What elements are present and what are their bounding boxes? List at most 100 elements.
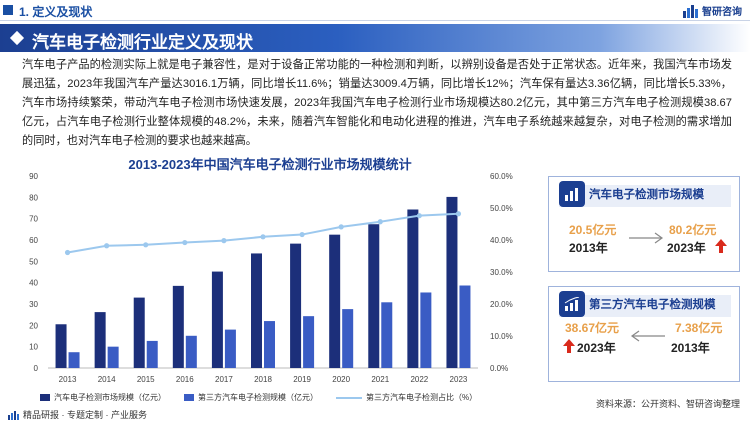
footer-tagline-text: 精品研报 · 专题定制 · 产业服务	[23, 410, 147, 420]
panel-title: 汽车电子检测市场规模	[589, 189, 704, 201]
legend-label-market: 汽车电子检测市场规模（亿元）	[54, 393, 166, 402]
y-right-tick-label: 0.0%	[490, 364, 508, 373]
x-tick-label: 2021	[371, 375, 389, 384]
bar-market-size	[55, 324, 67, 368]
legend-line-share	[336, 396, 362, 399]
line-point-share	[182, 239, 188, 246]
x-tick-label: 2013	[59, 375, 77, 384]
line-point-share	[260, 234, 266, 240]
line-point-share	[338, 224, 344, 230]
legend-item-third: 第三方汽车电子检测规模（亿元）	[184, 392, 318, 403]
legend-swatch-third	[184, 394, 194, 401]
chart-title: 2013-2023年中国汽车电子检测行业市场规模统计	[128, 157, 412, 172]
title-banner: 汽车电子检测行业定义及现状	[0, 24, 750, 52]
x-tick-label: 2015	[137, 375, 155, 384]
bar-market-size	[251, 253, 262, 368]
logo-text: 智研咨询	[702, 7, 742, 18]
up-arrow-icon	[715, 239, 727, 253]
bar-third-party	[459, 285, 471, 368]
y-left-tick-label: 90	[29, 172, 38, 181]
bar-market-size	[94, 312, 106, 368]
bar-market-size	[211, 271, 223, 368]
bar-market-size	[290, 243, 302, 368]
x-tick-label: 2014	[98, 375, 116, 384]
bar-market-size	[172, 285, 184, 368]
start-value: 38.67亿元	[565, 321, 620, 335]
start-value: 20.5亿元	[569, 223, 617, 237]
bar-third-party	[185, 335, 197, 368]
y-left-tick-label: 10	[29, 343, 38, 352]
bar-market-size	[368, 224, 380, 368]
line-point-share	[416, 213, 422, 219]
bar-third-party	[146, 340, 158, 368]
x-tick-label: 2023	[450, 375, 468, 384]
bar-third-party	[107, 346, 119, 368]
x-tick-label: 2019	[293, 375, 311, 384]
up-arrow-icon	[563, 339, 575, 353]
line-point-share	[377, 219, 383, 225]
bar-third-party	[381, 302, 393, 368]
legend-label-share: 第三方汽车电子检测占比（%）	[366, 393, 478, 402]
legend-swatch-market	[40, 394, 50, 401]
top-bar: 1. 定义及现状 智研咨询	[0, 0, 750, 22]
arrow-left-icon	[630, 330, 665, 342]
logo-icon	[683, 4, 698, 18]
line-point-share	[221, 238, 227, 244]
y-right-tick-label: 30.0%	[490, 268, 513, 277]
legend-item-market: 汽车电子检测市场规模（亿元）	[40, 392, 166, 403]
line-point-share	[104, 243, 110, 249]
start-year: 2013年	[569, 241, 608, 255]
y-right-tick-label: 50.0%	[490, 204, 513, 213]
market-size-chart: 0 10 20 30 40 50 60 70 80 90 0.0% 10.0% 20.0% 30.0% 40…	[29, 172, 513, 384]
bar-third-party	[68, 352, 80, 368]
y-left-tick-label: 20	[29, 321, 38, 330]
bar-chart-icon	[559, 181, 585, 207]
line-point-share	[455, 211, 462, 217]
x-tick-label: 2016	[176, 375, 194, 384]
bar-market-size	[329, 234, 341, 368]
bar-third-party	[303, 316, 315, 368]
top-divider	[0, 20, 750, 21]
y-left-tick-label: 60	[29, 236, 38, 245]
brand-logo: 智研咨询	[683, 3, 742, 18]
line-point-share	[143, 242, 149, 248]
bar-third-party	[224, 329, 236, 368]
panel-title: 第三方汽车电子检测规模	[589, 299, 716, 311]
y-left-tick-label: 70	[29, 215, 38, 224]
diamond-icon	[9, 30, 25, 46]
x-tick-label: 2022	[410, 375, 428, 384]
line-third-party-share	[67, 212, 459, 254]
y-left-tick-label: 50	[29, 257, 38, 266]
y-right-tick-label: 20.0%	[490, 300, 513, 309]
line-point-share	[299, 231, 305, 238]
legend-label-third: 第三方汽车电子检测规模（亿元）	[198, 393, 318, 402]
chart-legend: 汽车电子检测市场规模（亿元） 第三方汽车电子检测规模（亿元） 第三方汽车电子检测…	[40, 392, 477, 403]
end-year: 2013年	[671, 341, 710, 355]
panel-market-size: 汽车电子检测市场规模 20.5亿元 2013年 80.2亿元 2023年	[548, 176, 740, 272]
bar-third-party	[420, 292, 432, 368]
y-left-tick-label: 30	[29, 300, 38, 309]
bar-market-size	[133, 297, 145, 368]
y-left-tick-label: 80	[29, 193, 38, 202]
panel-header	[559, 295, 731, 317]
bar-market-size	[407, 209, 419, 368]
y-right-tick-label: 40.0%	[490, 236, 513, 245]
arrow-right-icon	[629, 232, 664, 244]
x-tick-label: 2017	[215, 375, 233, 384]
intro-paragraph: 汽车电子产品的检测实际上就是电子兼容性，是对于设备正常功能的一种检测和判断，以辨…	[22, 59, 732, 147]
footer-source: 资料来源：公开资料、智研咨询整理	[595, 399, 740, 409]
section-label: 1. 定义及现状	[19, 5, 93, 19]
x-tick-label: 2018	[254, 375, 272, 384]
end-year: 2023年	[667, 241, 706, 255]
panel-header	[559, 185, 731, 207]
tagline-icon	[8, 410, 19, 420]
panel-third-party: 第三方汽车电子检测规模 38.67亿元 2023年 7.38亿元 2013年	[548, 286, 740, 382]
bar-third-party	[342, 309, 354, 368]
end-value: 80.2亿元	[669, 223, 717, 237]
legend-item-share: 第三方汽车电子检测占比（%）	[336, 392, 477, 403]
x-tick-label: 2020	[332, 375, 350, 384]
line-point-share	[64, 249, 71, 256]
end-value: 7.38亿元	[675, 321, 723, 335]
line-chart-icon	[559, 291, 585, 317]
section-marker	[3, 5, 13, 15]
